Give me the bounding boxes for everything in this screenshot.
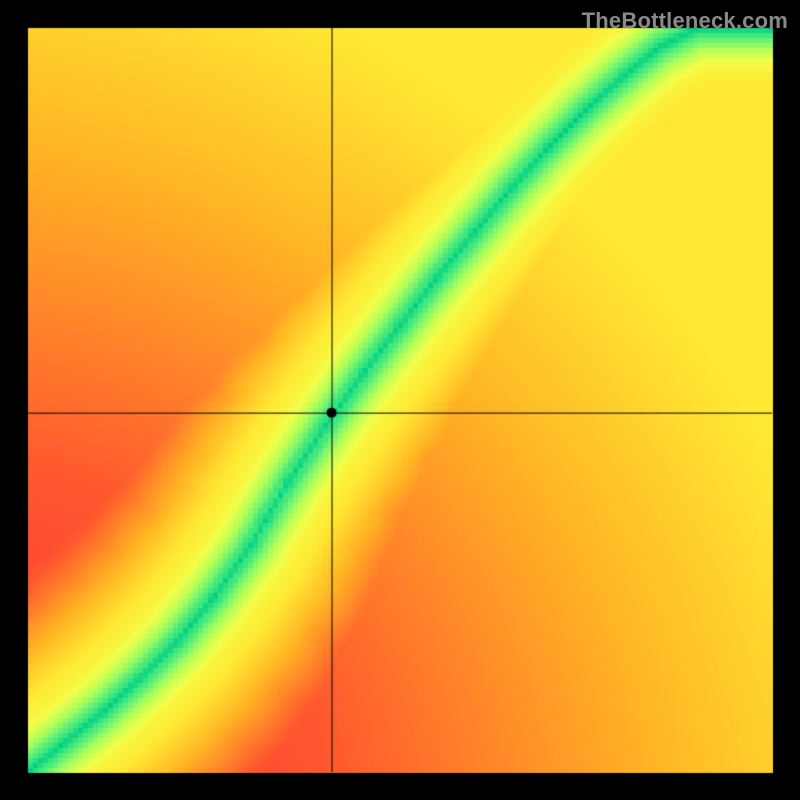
heatmap-canvas: [0, 0, 800, 800]
watermark-text: TheBottleneck.com: [582, 8, 788, 34]
chart-container: { "watermark": { "text": "TheBottleneck.…: [0, 0, 800, 800]
